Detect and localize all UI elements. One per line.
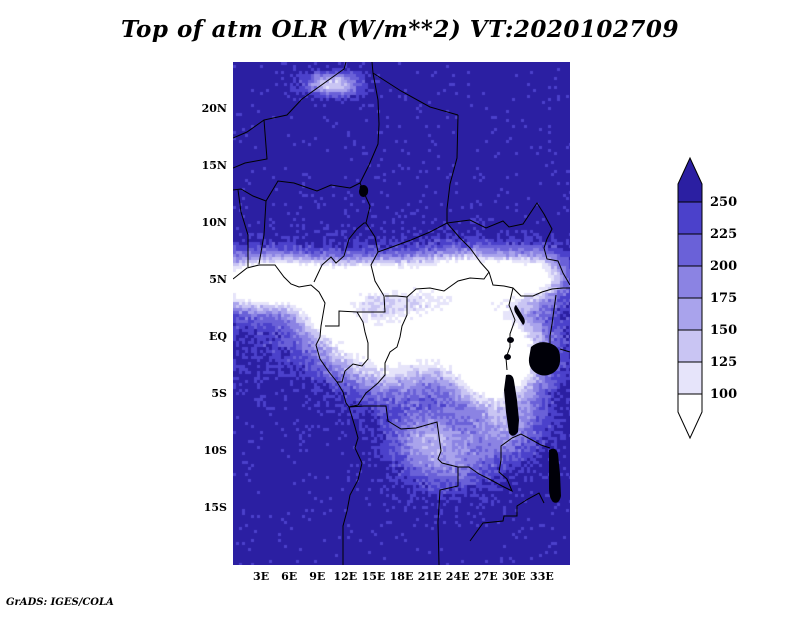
lake-shape — [507, 337, 514, 343]
olr-field-canvas — [233, 62, 570, 565]
colorbar-level-label: 225 — [710, 227, 737, 242]
lat-tick-label: EQ — [209, 329, 227, 343]
lon-tick-label: 33E — [530, 570, 554, 583]
colorbar-level-label: 100 — [710, 387, 737, 402]
map-plot-area — [233, 62, 570, 565]
lat-tick-label: 5N — [209, 272, 227, 286]
lake-shape — [528, 342, 561, 376]
chart-title: Top of atm OLR (W/m**2) VT:2020102709 — [121, 16, 679, 43]
lat-tick-label: 20N — [201, 101, 227, 115]
colorbar-segment — [677, 233, 703, 267]
lon-tick-label: 6E — [281, 570, 298, 583]
lat-tick-label: 10N — [201, 215, 227, 229]
colorbar-level-label: 125 — [710, 355, 737, 370]
map-borders-overlay — [233, 62, 570, 565]
colorbar-level-label: 175 — [710, 291, 737, 306]
colorbar-segment — [677, 329, 703, 363]
colorbar-level-label: 150 — [710, 323, 737, 338]
colorbar-segment — [677, 201, 703, 235]
lon-tick-label: 21E — [417, 570, 442, 583]
colorbar-segment — [677, 265, 703, 299]
colorbar-level-label: 250 — [710, 195, 737, 210]
colorbar-segment — [677, 361, 703, 395]
colorbar-top-arrow — [677, 156, 703, 203]
lon-tick-label: 27E — [473, 570, 498, 583]
lon-tick-label: 30E — [501, 570, 526, 583]
lake-shape — [514, 305, 525, 325]
lon-tick-label: 12E — [333, 570, 358, 583]
colorbar-bottom-arrow — [677, 393, 703, 440]
colorbar-level-label: 200 — [710, 259, 737, 274]
lake-shape — [504, 374, 519, 436]
lake-shape — [504, 354, 511, 360]
lon-tick-label: 18E — [389, 570, 414, 583]
colorbar-segment — [677, 297, 703, 331]
grads-credit: GrADS: IGES/COLA — [6, 597, 114, 608]
colorbar: 250 225 200 175 150 125 100 — [677, 156, 737, 440]
lake-shape — [549, 448, 561, 503]
lon-tick-label: 9E — [309, 570, 326, 583]
lake-shape — [359, 185, 369, 197]
lon-tick-label: 3E — [253, 570, 270, 583]
lat-tick-label: 5S — [211, 386, 227, 400]
lat-tick-label: 15S — [203, 500, 227, 514]
lat-tick-label: 10S — [203, 443, 227, 457]
lon-tick-label: 24E — [445, 570, 470, 583]
lon-tick-label: 15E — [361, 570, 386, 583]
lat-tick-label: 15N — [201, 158, 227, 172]
